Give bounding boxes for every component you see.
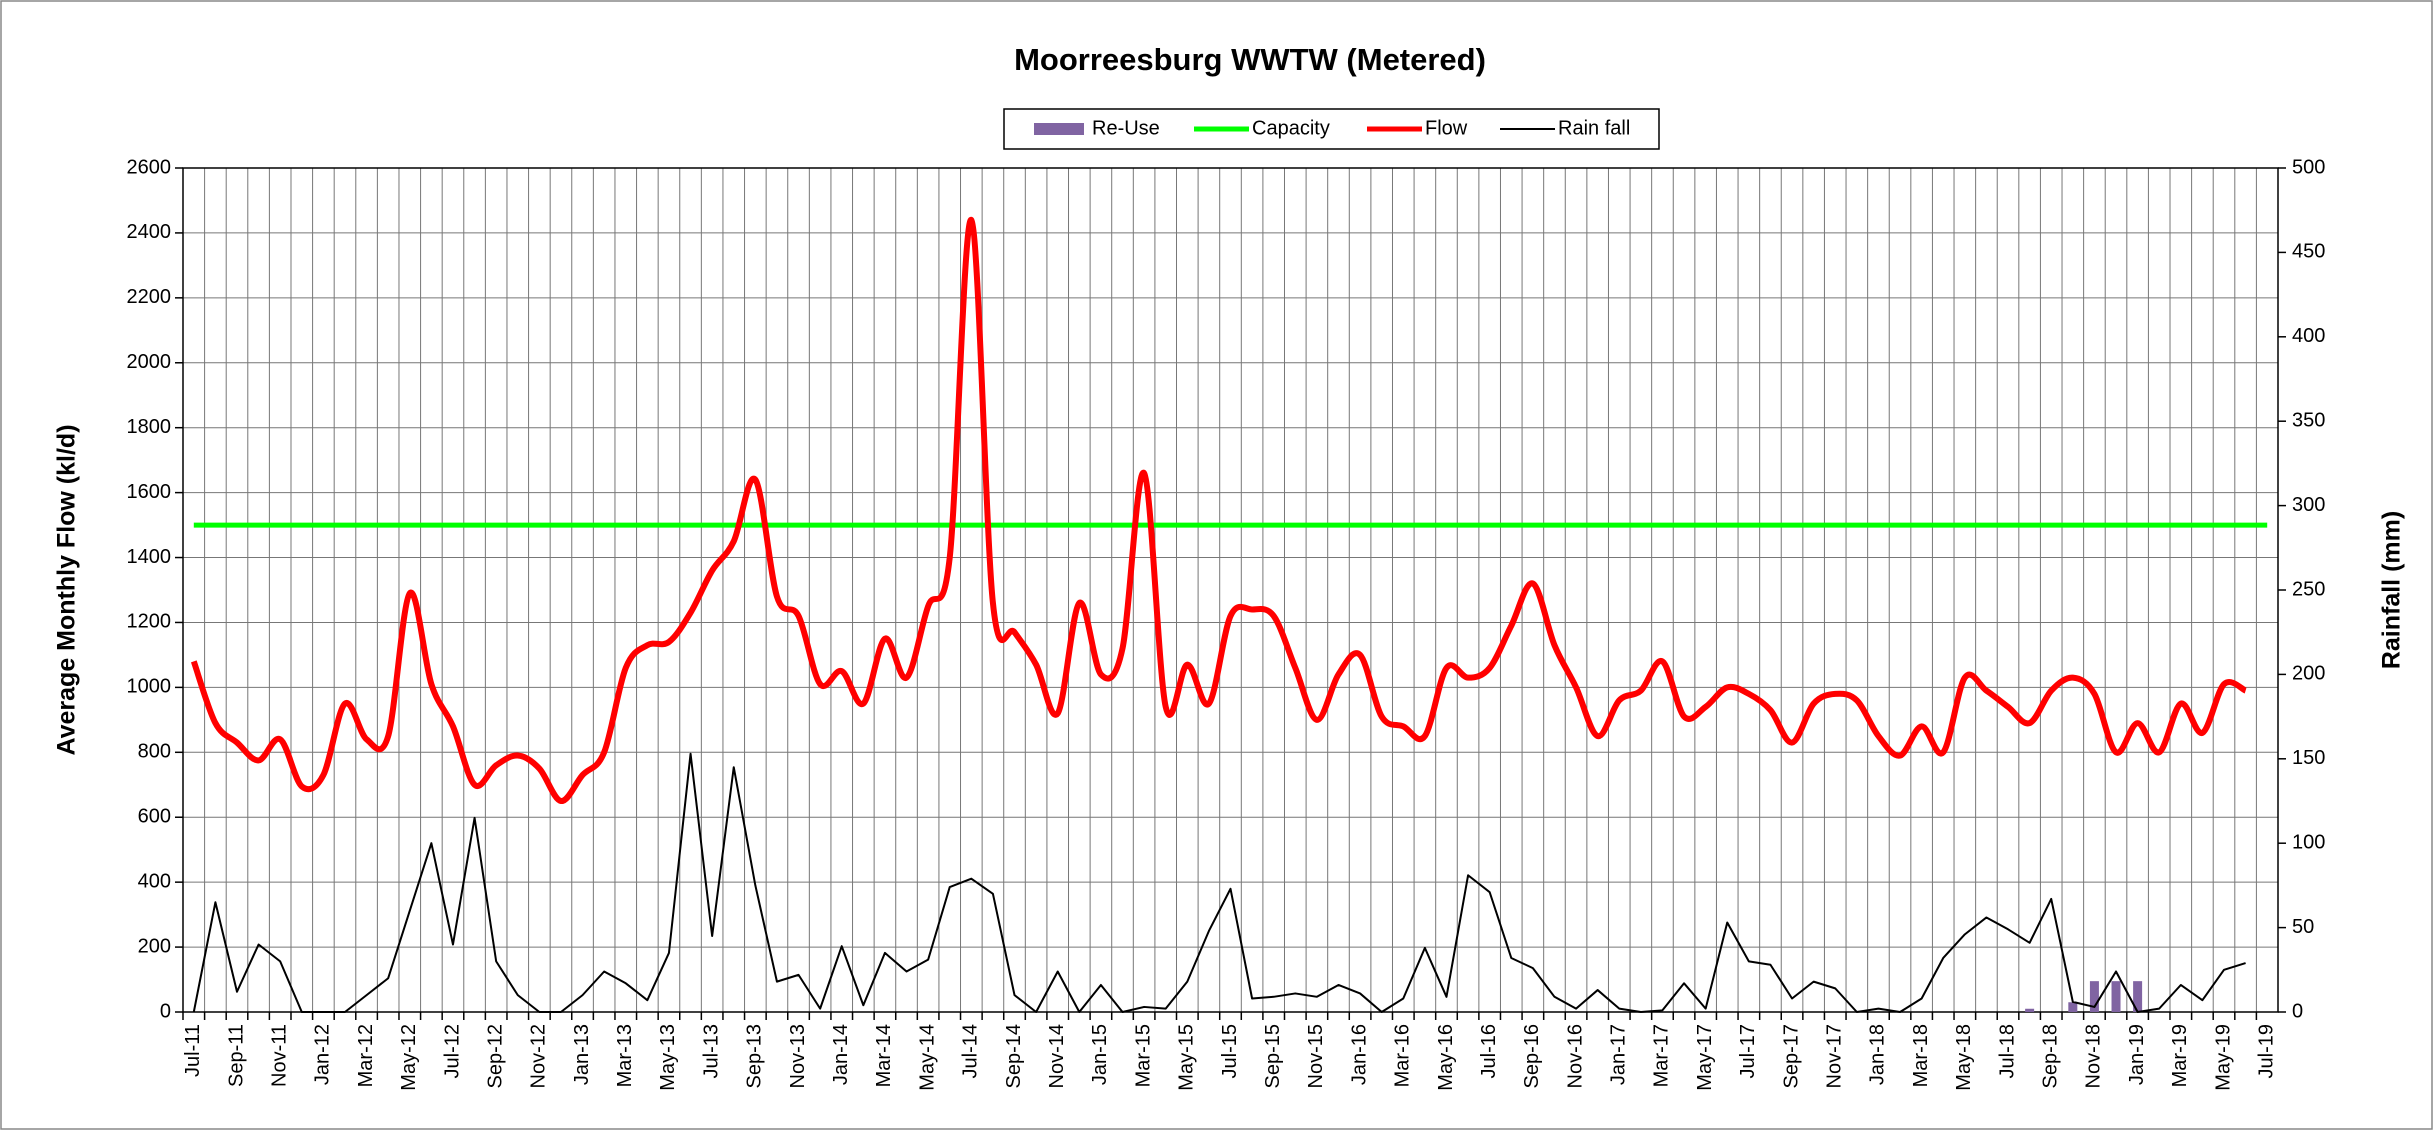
x-tick-label: Sep-13	[744, 1024, 766, 1089]
x-tick-label: Jul-12	[441, 1024, 463, 1078]
x-tick-label: Sep-16	[1521, 1024, 1543, 1089]
legend-label: Capacity	[1252, 117, 1330, 139]
x-tick-label: May-19	[2212, 1024, 2234, 1091]
x-tick-label: Jul-15	[1219, 1024, 1241, 1078]
x-tick-label: Mar-16	[1392, 1024, 1414, 1087]
y2-tick-label: 500	[2292, 156, 2325, 178]
y2-axis-label: Rainfall (mm)	[2378, 511, 2406, 669]
y-tick-label: 400	[138, 870, 171, 892]
x-tick-label: May-12	[398, 1024, 420, 1091]
x-tick-label: Mar-13	[614, 1024, 636, 1087]
legend-label: Flow	[1425, 117, 1468, 139]
x-tick-label: Sep-17	[1780, 1024, 1802, 1089]
bar	[2025, 1008, 2035, 1012]
bar	[2089, 981, 2099, 1012]
x-tick-label: Sep-11	[225, 1024, 247, 1087]
x-tick-label: Jul-13	[700, 1024, 722, 1078]
series-line	[190, 216, 2247, 804]
x-tick-label: Mar-18	[1910, 1024, 1932, 1087]
y-tick-label: 1400	[127, 546, 172, 568]
x-tick-label: Jul-14	[960, 1024, 982, 1078]
plot-frame	[182, 167, 2279, 1013]
x-tick-label: Sep-14	[1003, 1024, 1025, 1089]
y-tick-label: 800	[138, 741, 171, 763]
x-tick-label: Jul-19	[2255, 1024, 2277, 1078]
y2-tick-label: 200	[2292, 663, 2325, 685]
x-tick-label: Jul-18	[1996, 1024, 2018, 1078]
y2-tick-label: 450	[2292, 241, 2325, 263]
x-tick-label: Jul-11	[182, 1024, 204, 1077]
x-tick-label: Mar-15	[1132, 1024, 1154, 1087]
y-tick-label: 1600	[127, 481, 172, 503]
x-tick-label: Jan-19	[2126, 1024, 2148, 1085]
y2-tick-label: 400	[2292, 325, 2325, 347]
y-tick-label: 1800	[127, 416, 172, 438]
x-tick-label: Jan-18	[1867, 1024, 1889, 1085]
x-tick-label: Jan-17	[1608, 1024, 1630, 1085]
x-tick-label: May-13	[657, 1024, 679, 1091]
x-tick-label: Jan-15	[1089, 1024, 1111, 1085]
bar	[2068, 1002, 2078, 1012]
y-tick-label: 2600	[127, 156, 172, 178]
y2-tick-label: 50	[2292, 916, 2314, 938]
x-tick-label: Nov-18	[2083, 1024, 2105, 1088]
x-tick-label: May-14	[916, 1024, 938, 1091]
x-tick-label: Sep-15	[1262, 1024, 1284, 1089]
y2-tick-label: 150	[2292, 747, 2325, 769]
legend-swatch	[1034, 123, 1084, 135]
x-tick-label: Sep-18	[2040, 1024, 2062, 1089]
y-tick-label: 0	[160, 1000, 171, 1022]
y-tick-label: 2000	[127, 351, 172, 373]
y-tick-label: 600	[138, 806, 171, 828]
x-tick-label: Mar-19	[2169, 1024, 2191, 1087]
x-tick-label: Nov-14	[1046, 1024, 1068, 1088]
y2-tick-label: 250	[2292, 578, 2325, 600]
y-tick-label: 2200	[127, 286, 172, 308]
x-tick-label: Jan-12	[312, 1024, 334, 1085]
x-tick-label: May-16	[1435, 1024, 1457, 1091]
x-tick-label: Nov-17	[1824, 1024, 1846, 1088]
y-tick-label: 1200	[127, 611, 172, 633]
chart-title: Moorreesburg WWTW (Metered)	[1014, 42, 1486, 77]
y2-tick-label: 100	[2292, 831, 2325, 853]
x-tick-label: Nov-16	[1564, 1024, 1586, 1088]
x-tick-label: Sep-12	[484, 1024, 506, 1089]
x-tick-label: Jul-17	[1737, 1024, 1759, 1078]
x-tick-label: Jan-16	[1348, 1024, 1370, 1085]
x-tick-label: Mar-17	[1651, 1024, 1673, 1087]
legend-label: Rain fall	[1558, 117, 1630, 139]
x-tick-label: Jan-14	[830, 1024, 852, 1085]
x-tick-label: Mar-12	[355, 1024, 377, 1087]
y-tick-label: 2400	[127, 221, 172, 243]
y2-tick-label: 350	[2292, 409, 2325, 431]
y2-tick-label: 300	[2292, 494, 2325, 516]
x-tick-label: May-18	[1953, 1024, 1975, 1091]
x-tick-label: Nov-15	[1305, 1024, 1327, 1088]
series-line	[192, 752, 2246, 1013]
x-tick-label: Jul-16	[1478, 1024, 1500, 1078]
bar	[2133, 981, 2143, 1012]
x-tick-label: Mar-14	[873, 1024, 895, 1087]
x-tick-label: Nov-13	[787, 1024, 809, 1088]
y-axis-label: Average Monthly Flow (kl/d)	[53, 424, 81, 755]
legend-label: Re-Use	[1092, 117, 1160, 139]
x-tick-label: May-15	[1176, 1024, 1198, 1091]
x-tick-label: Jan-13	[571, 1024, 593, 1085]
x-tick-label: Nov-11	[268, 1024, 290, 1087]
bar	[2111, 981, 2121, 1012]
x-tick-label: May-17	[1694, 1024, 1716, 1091]
y2-tick-label: 0	[2292, 1000, 2303, 1022]
x-tick-label: Nov-12	[528, 1024, 550, 1088]
y-tick-label: 1000	[127, 676, 172, 698]
y-tick-label: 200	[138, 935, 171, 957]
